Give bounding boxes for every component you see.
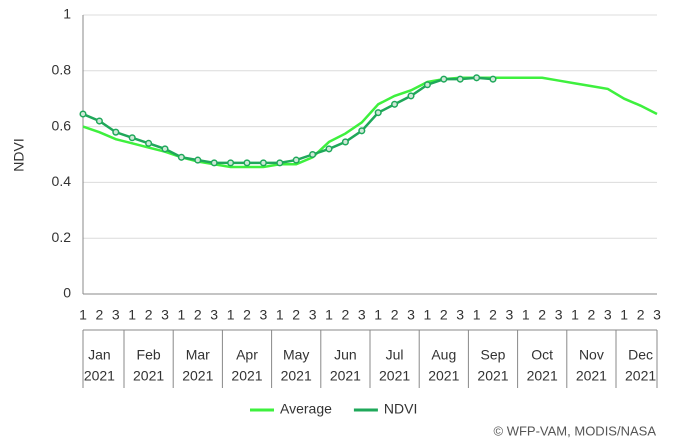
x-tick-label: 3: [358, 307, 366, 323]
x-tick-label: 3: [210, 307, 218, 323]
series-marker: [79, 110, 87, 118]
month-label: Dec: [628, 347, 653, 363]
y-tick-label: 0.8: [52, 62, 72, 78]
x-tick-label: 3: [309, 307, 317, 323]
y-axis-label: NDVI: [11, 138, 27, 171]
x-tick-label: 1: [178, 307, 186, 323]
x-tick-label: 2: [440, 307, 448, 323]
series-marker: [194, 156, 202, 164]
series-marker: [177, 153, 185, 161]
x-tick-label: 2: [538, 307, 546, 323]
x-tick-label: 2: [637, 307, 645, 323]
month-label: Apr: [236, 347, 258, 363]
credit: © WFP-VAM, MODIS/NASA: [494, 423, 657, 438]
series-marker: [325, 145, 333, 153]
series-marker: [391, 100, 399, 108]
x-tick-label: 2: [342, 307, 350, 323]
x-tick-label: 1: [325, 307, 333, 323]
series-marker: [473, 74, 481, 82]
x-tick-label: 2: [588, 307, 596, 323]
x-tick-label: 1: [374, 307, 382, 323]
x-tick-label: 2: [145, 307, 153, 323]
x-tick-label: 3: [161, 307, 169, 323]
month-label: Feb: [137, 347, 161, 363]
series-marker: [489, 75, 497, 83]
month-label: May: [283, 347, 309, 363]
series-marker: [407, 92, 415, 100]
month-label: Sep: [481, 347, 506, 363]
x-tick-label: 2: [489, 307, 497, 323]
series-marker: [243, 159, 251, 167]
month-label: Nov: [579, 347, 604, 363]
x-tick-label: 2: [292, 307, 300, 323]
year-label: 2021: [84, 368, 115, 384]
year-label: 2021: [330, 368, 361, 384]
series-marker: [128, 134, 136, 142]
year-label: 2021: [477, 368, 508, 384]
year-label: 2021: [527, 368, 558, 384]
x-tick-label: 1: [620, 307, 628, 323]
series-marker: [374, 109, 382, 117]
year-label: 2021: [182, 368, 213, 384]
series-marker: [341, 138, 349, 146]
x-tick-label: 1: [128, 307, 136, 323]
x-tick-label: 3: [653, 307, 661, 323]
month-label: Aug: [431, 347, 456, 363]
series-marker: [423, 81, 431, 89]
series-marker: [161, 145, 169, 153]
y-tick-label: 1: [63, 6, 71, 22]
series-marker: [210, 159, 218, 167]
month-label: Oct: [531, 347, 553, 363]
x-tick-label: 3: [456, 307, 464, 323]
year-label: 2021: [379, 368, 410, 384]
x-tick-label: 3: [604, 307, 612, 323]
series-marker: [292, 156, 300, 164]
x-tick-label: 3: [555, 307, 563, 323]
series-marker: [227, 159, 235, 167]
x-tick-label: 1: [276, 307, 284, 323]
series-marker: [95, 117, 103, 125]
x-tick-label: 1: [522, 307, 530, 323]
x-tick-label: 1: [227, 307, 235, 323]
legend-label: Average: [280, 401, 332, 417]
x-tick-label: 1: [571, 307, 579, 323]
x-tick-label: 2: [391, 307, 399, 323]
x-tick-label: 2: [96, 307, 104, 323]
month-label: Mar: [186, 347, 210, 363]
year-label: 2021: [231, 368, 262, 384]
legend-label: NDVI: [384, 401, 417, 417]
x-tick-label: 3: [407, 307, 415, 323]
series-marker: [112, 128, 120, 136]
series-line: [82, 76, 494, 165]
x-tick-label: 1: [424, 307, 432, 323]
year-label: 2021: [281, 368, 312, 384]
y-tick-label: 0.6: [52, 117, 72, 133]
series-marker: [440, 75, 448, 83]
month-label: Jun: [334, 347, 357, 363]
x-tick-label: 3: [112, 307, 120, 323]
x-tick-label: 3: [260, 307, 268, 323]
series-marker: [145, 139, 153, 147]
series-marker: [358, 127, 366, 135]
y-tick-label: 0: [63, 285, 71, 301]
x-tick-label: 2: [194, 307, 202, 323]
series-marker: [456, 75, 464, 83]
month-label: Jan: [88, 347, 111, 363]
y-tick-label: 0.2: [52, 229, 72, 245]
year-label: 2021: [428, 368, 459, 384]
series-marker: [309, 150, 317, 159]
series-marker: [259, 159, 267, 167]
year-label: 2021: [576, 368, 607, 384]
year-label: 2021: [133, 368, 164, 384]
year-label: 2021: [625, 368, 656, 384]
series-marker: [276, 159, 284, 167]
x-tick-label: 1: [79, 307, 87, 323]
month-label: Jul: [386, 347, 404, 363]
x-tick-label: 3: [506, 307, 514, 323]
x-tick-label: 2: [243, 307, 251, 323]
x-tick-label: 1: [473, 307, 481, 323]
y-tick-label: 0.4: [52, 173, 72, 189]
